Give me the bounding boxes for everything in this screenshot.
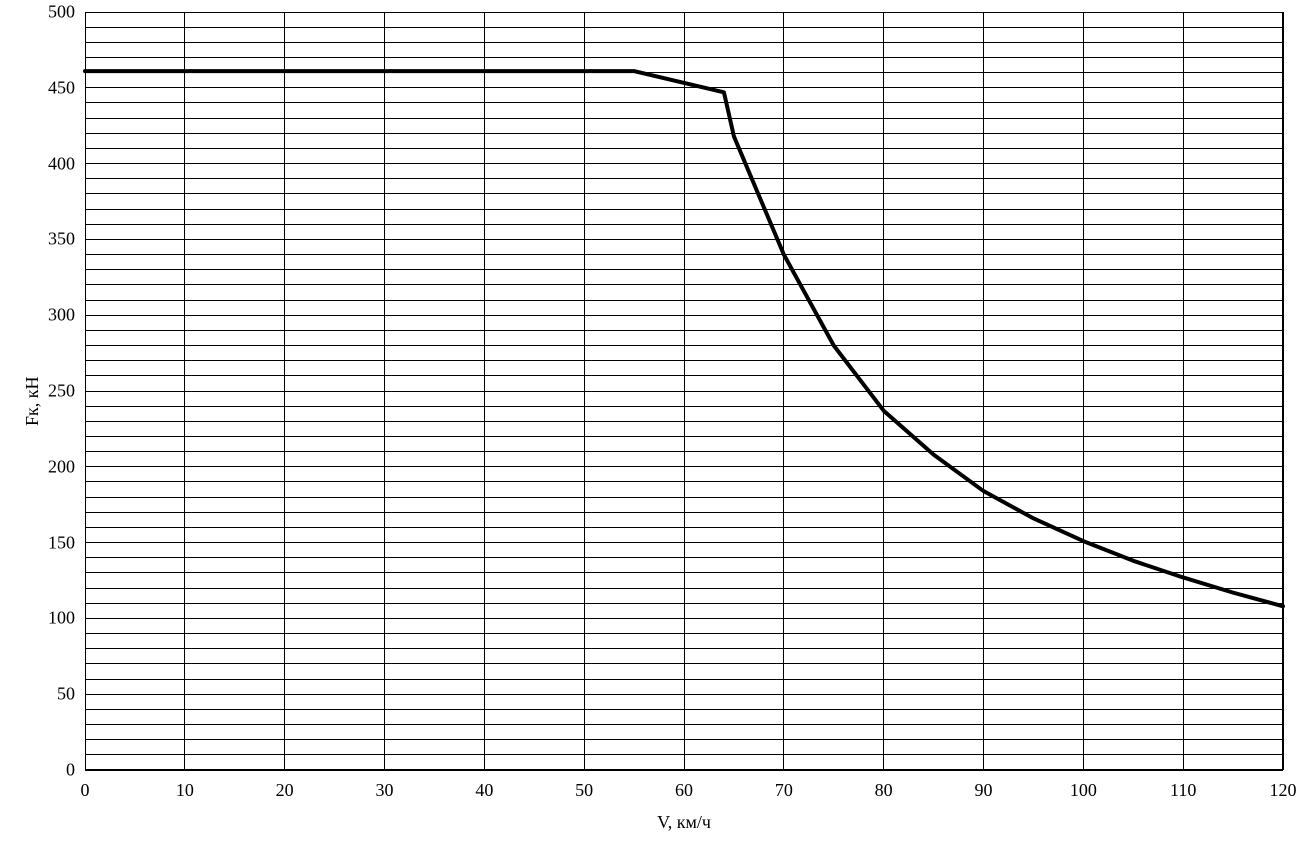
x-tick-label: 50 xyxy=(575,780,593,801)
y-tick-label: 50 xyxy=(57,684,75,705)
y-tick-label: 350 xyxy=(48,229,75,250)
y-tick-label: 500 xyxy=(48,2,75,23)
x-tick-label: 100 xyxy=(1070,780,1097,801)
x-tick-label: 0 xyxy=(81,780,90,801)
plot-area xyxy=(85,12,1283,770)
x-tick-label: 120 xyxy=(1270,780,1297,801)
y-tick-label: 200 xyxy=(48,456,75,477)
y-tick-label: 400 xyxy=(48,153,75,174)
x-axis-label: V, км/ч xyxy=(657,812,711,833)
x-tick-label: 110 xyxy=(1170,780,1196,801)
traction-chart: Fк, кН V, км/ч 0 10 20 30 40 50 60 70 80 90 100 110… xyxy=(0,0,1305,862)
x-tick-label: 30 xyxy=(376,780,394,801)
y-axis-label: Fк, кН xyxy=(22,377,43,427)
x-tick-label: 40 xyxy=(475,780,493,801)
x-tick-label: 80 xyxy=(875,780,893,801)
y-tick-label: 150 xyxy=(48,532,75,553)
y-tick-label: 0 xyxy=(66,760,75,781)
y-tick-label: 450 xyxy=(48,77,75,98)
x-tick-label: 60 xyxy=(675,780,693,801)
y-tick-label: 300 xyxy=(48,305,75,326)
y-tick-label: 250 xyxy=(48,381,75,402)
x-tick-label: 10 xyxy=(176,780,194,801)
y-tick-label: 100 xyxy=(48,608,75,629)
x-tick-label: 70 xyxy=(775,780,793,801)
traction-curve xyxy=(85,12,1283,770)
x-tick-label: 20 xyxy=(276,780,294,801)
x-tick-label: 90 xyxy=(975,780,993,801)
